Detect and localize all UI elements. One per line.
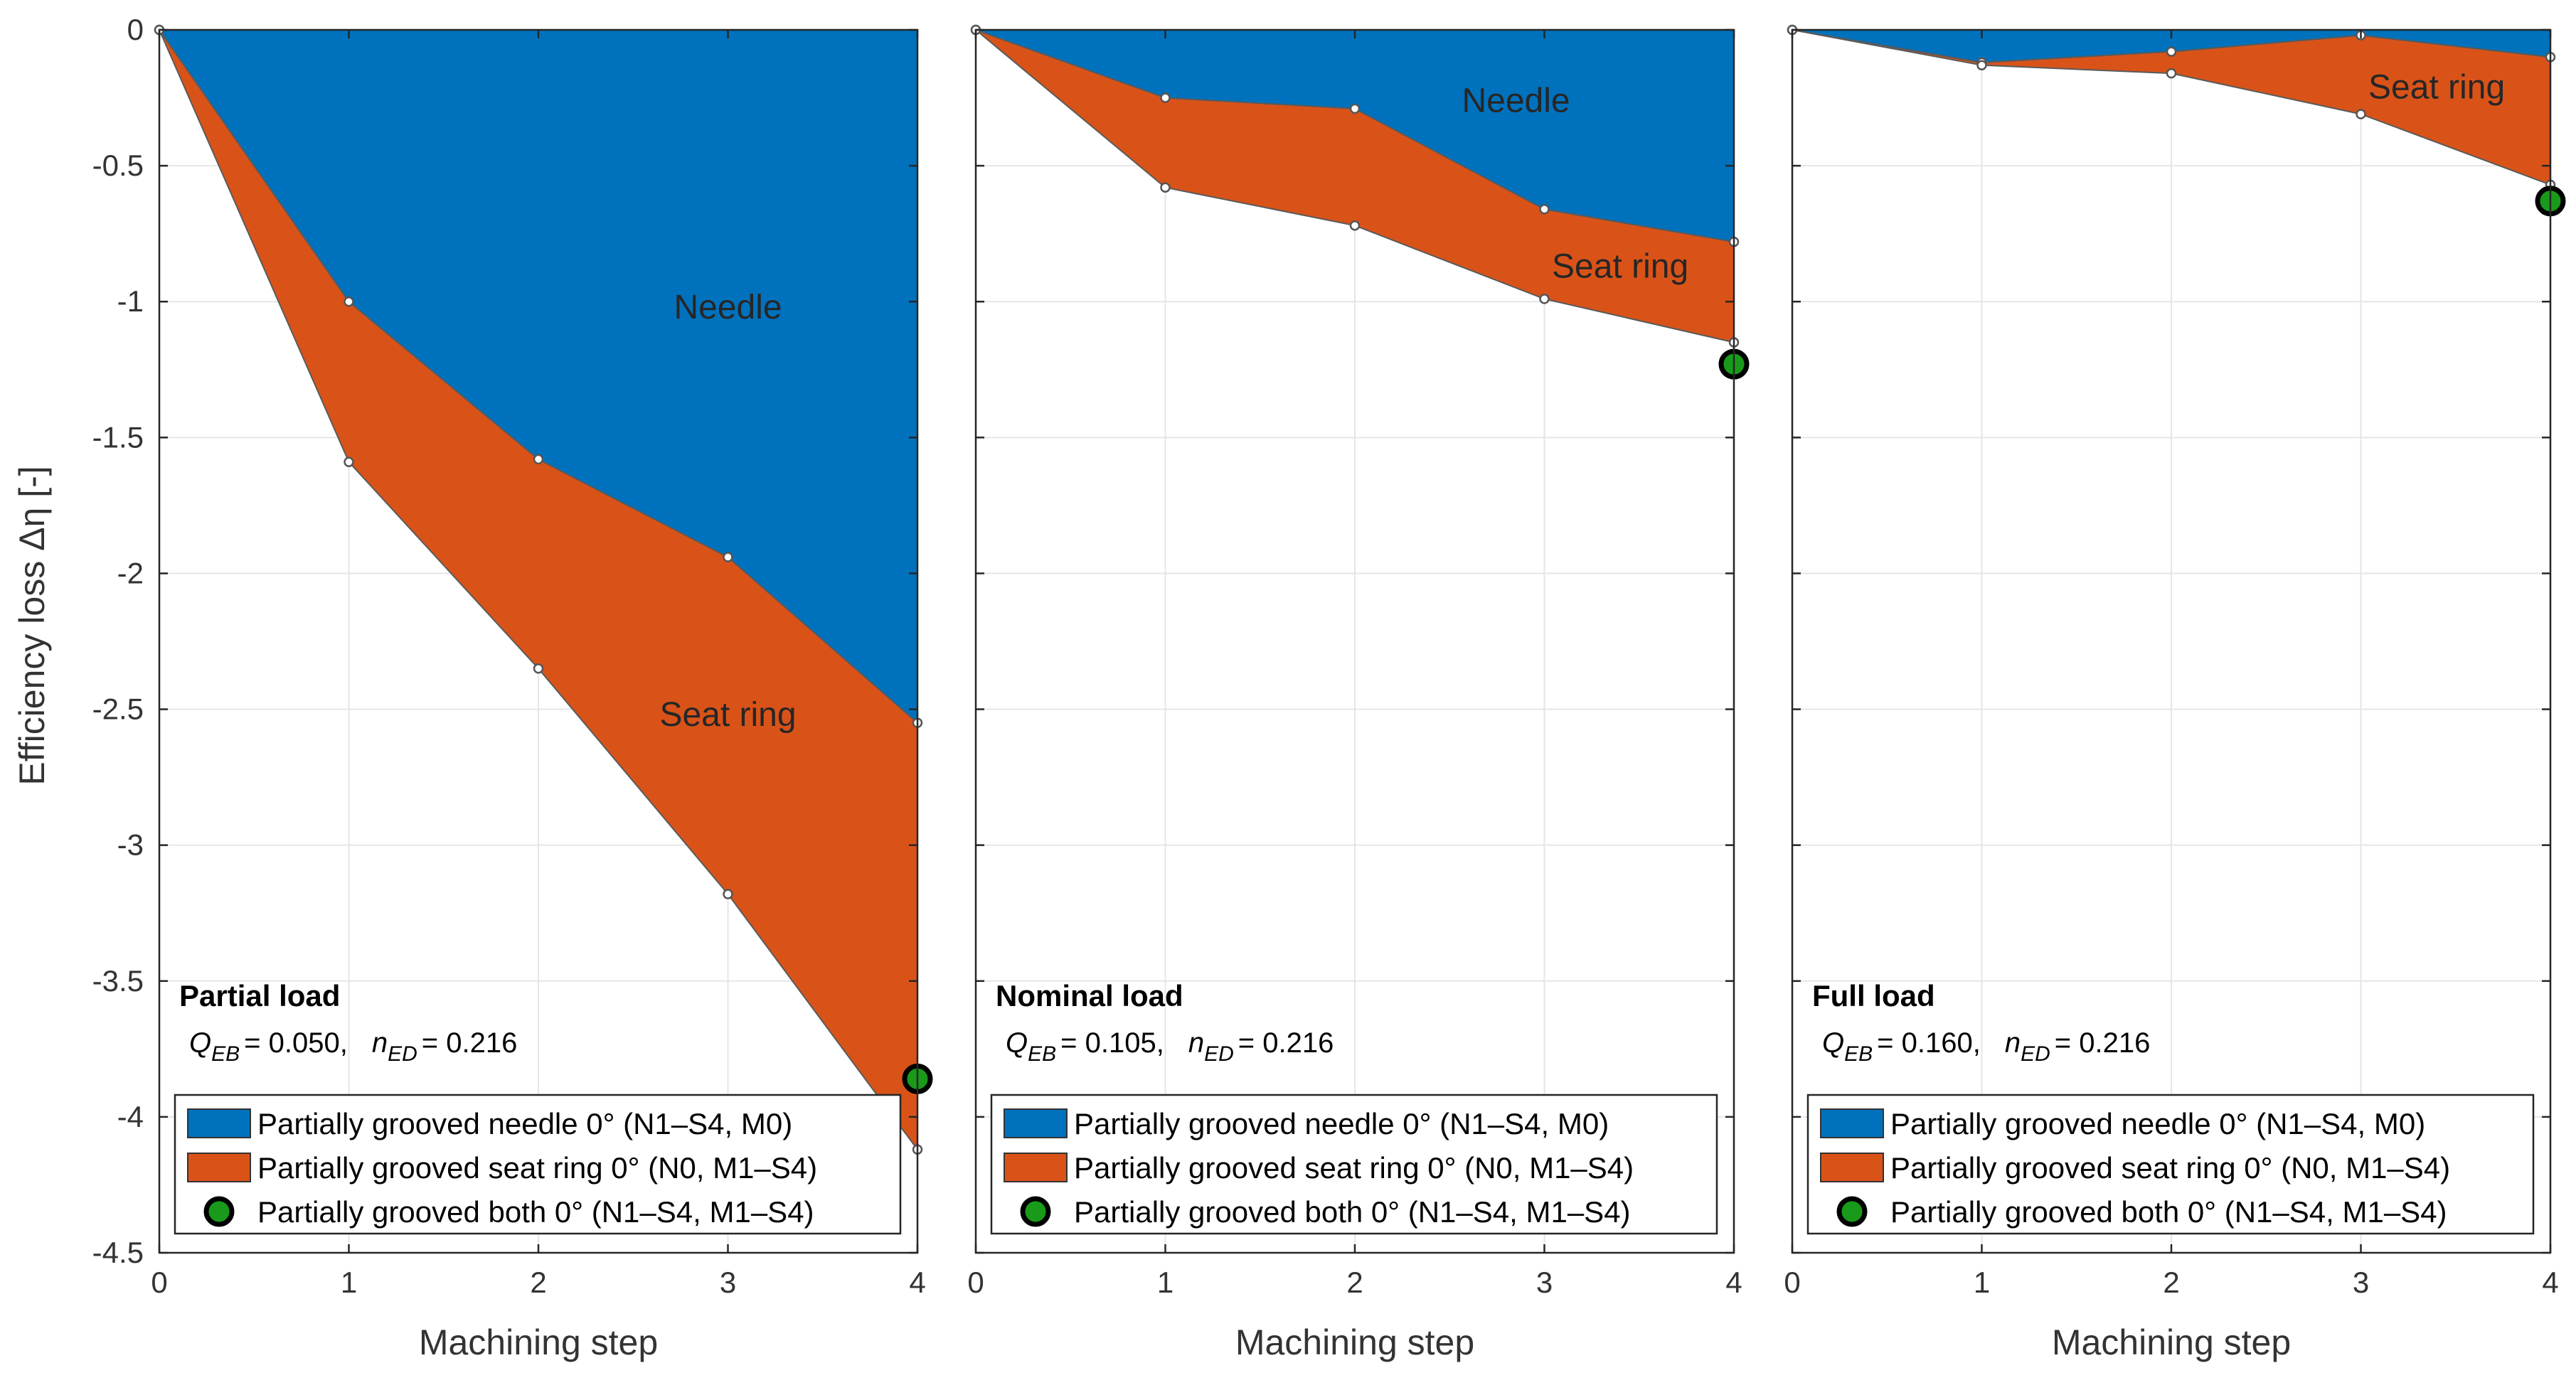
legend-label: Partially grooved seat ring 0° (N0, M1–S… (257, 1151, 817, 1185)
legend-marker (203, 1196, 235, 1227)
legend-marker (1020, 1196, 1051, 1227)
load-title: Nominal load (996, 979, 1183, 1012)
x-axis-label: Machining step (419, 1322, 658, 1362)
panel-nominal-load: Needle Seat ring Nominal load QEB = 0.105, nE… (967, 24, 1750, 1362)
x-axis-label: Machining step (1235, 1322, 1474, 1362)
seat-ring-point (344, 456, 354, 467)
q-value: = 0.160, (1877, 1027, 1981, 1059)
seat-ring-point (723, 889, 733, 899)
legend-marker (1836, 1196, 1868, 1227)
y-tick-label: -4 (117, 1100, 144, 1133)
region-label: Needle (674, 289, 782, 326)
needle-point (2166, 46, 2177, 57)
q-value: = 0.050, (244, 1027, 348, 1059)
x-tick-label: 2 (1346, 1266, 1363, 1299)
x-tick-label: 1 (341, 1266, 357, 1299)
seat-ring-point (2166, 68, 2177, 79)
x-tick-label: 0 (967, 1266, 984, 1299)
legend-swatch (1820, 1153, 1884, 1182)
x-tick-label: 4 (2542, 1266, 2558, 1299)
x-tick-label: 1 (1974, 1266, 1990, 1299)
legend-swatch (1004, 1153, 1068, 1182)
legend-swatch (187, 1108, 251, 1138)
legend-label: Partially grooved seat ring 0° (N0, M1–S… (1074, 1151, 1634, 1185)
legend-label: Partially grooved both 0° (N1–S4, M1–S4) (257, 1195, 814, 1229)
x-tick-label: 0 (151, 1266, 167, 1299)
x-tick-label: 4 (909, 1266, 925, 1299)
panel-partial-load: Needle Seat ring Partial load QEB = 0.050, nE… (151, 24, 933, 1362)
needle-point (1349, 103, 1361, 114)
legend-swatch (1004, 1108, 1068, 1138)
seat-ring-point (2356, 109, 2366, 119)
y-tick-label: -2.5 (92, 693, 144, 726)
legend: Partially grooved needle 0° (N1–S4, M0) P… (990, 1094, 1718, 1235)
x-tick-label: 1 (1157, 1266, 1173, 1299)
load-parameters: QEB = 0.050, nED = 0.216 (189, 1027, 517, 1066)
x-axis-label: Machining step (2052, 1322, 2291, 1362)
y-tick-label: -1.5 (92, 420, 144, 454)
region-label: Seat ring (2368, 68, 2505, 106)
needle-point (344, 296, 354, 307)
region-label: Seat ring (659, 696, 796, 734)
load-title: Full load (1812, 979, 1935, 1012)
legend-label: Partially grooved both 0° (N1–S4, M1–S4) (1074, 1195, 1631, 1229)
y-tick-label: -0.5 (92, 149, 144, 182)
y-tick-label: -2 (117, 556, 144, 589)
x-tick-label: 2 (530, 1266, 546, 1299)
legend-box (1806, 1094, 2535, 1235)
y-tick-label: -3.5 (92, 964, 144, 998)
needle-point (723, 552, 733, 562)
x-tick-label: 3 (1536, 1266, 1553, 1299)
legend-label: Partially grooved needle 0° (N1–S4, M0) (1074, 1107, 1609, 1140)
x-tick-label: 2 (2163, 1266, 2179, 1299)
n-value: = 0.216 (1238, 1027, 1334, 1059)
seat-ring-point (1976, 60, 1987, 70)
region-label: Needle (1462, 82, 1570, 119)
needle-point (1160, 92, 1171, 103)
n-value: = 0.216 (422, 1027, 518, 1059)
x-tick-label: 3 (2353, 1266, 2369, 1299)
y-tick-labels: 0 -0.5 -1 -1.5 -2 -2.5 -3 -3.5 -4 -4.5 (92, 13, 144, 1269)
seat-ring-point (1539, 294, 1550, 304)
y-axis-label: Efficiency loss Δη [-] (12, 466, 52, 785)
legend: Partially grooved needle 0° (N1–S4, M0) P… (174, 1094, 902, 1235)
x-tick-label: 3 (720, 1266, 736, 1299)
legend-label: Partially grooved seat ring 0° (N0, M1–S… (1890, 1151, 2450, 1185)
x-tick-label: 4 (1725, 1266, 1742, 1299)
load-parameters: QEB = 0.105, nED = 0.216 (1006, 1027, 1334, 1066)
legend-box (174, 1094, 902, 1235)
legend: Partially grooved needle 0° (N1–S4, M0) P… (1806, 1094, 2535, 1235)
needle-point (533, 454, 544, 465)
panel-full-load: Seat ring Full load QEB = 0.160, nED = 0.216 P… (1784, 24, 2566, 1362)
load-parameters: QEB = 0.160, nED = 0.216 (1822, 1027, 2150, 1066)
seat-ring-point (1160, 182, 1171, 193)
n-value: = 0.216 (2055, 1027, 2151, 1059)
legend-label: Partially grooved needle 0° (N1–S4, M0) (1890, 1107, 2425, 1140)
y-tick-label: -3 (117, 828, 144, 862)
legend-label: Partially grooved both 0° (N1–S4, M1–S4) (1890, 1195, 2447, 1229)
x-tick-label: 0 (1784, 1266, 1800, 1299)
seat-ring-point (533, 663, 544, 674)
legend-swatch (187, 1153, 251, 1182)
y-tick-label: -1 (117, 284, 144, 318)
seat-ring-point (1349, 220, 1361, 231)
y-tick-label: -4.5 (92, 1236, 144, 1269)
load-title: Partial load (179, 979, 340, 1012)
legend-swatch (1820, 1108, 1884, 1138)
legend-label: Partially grooved needle 0° (N1–S4, M0) (257, 1107, 792, 1140)
q-value: = 0.105, (1060, 1027, 1164, 1059)
region-label: Seat ring (1552, 248, 1688, 286)
needle-point (1539, 204, 1550, 215)
y-tick-label: 0 (127, 13, 144, 46)
legend-box (990, 1094, 1718, 1235)
